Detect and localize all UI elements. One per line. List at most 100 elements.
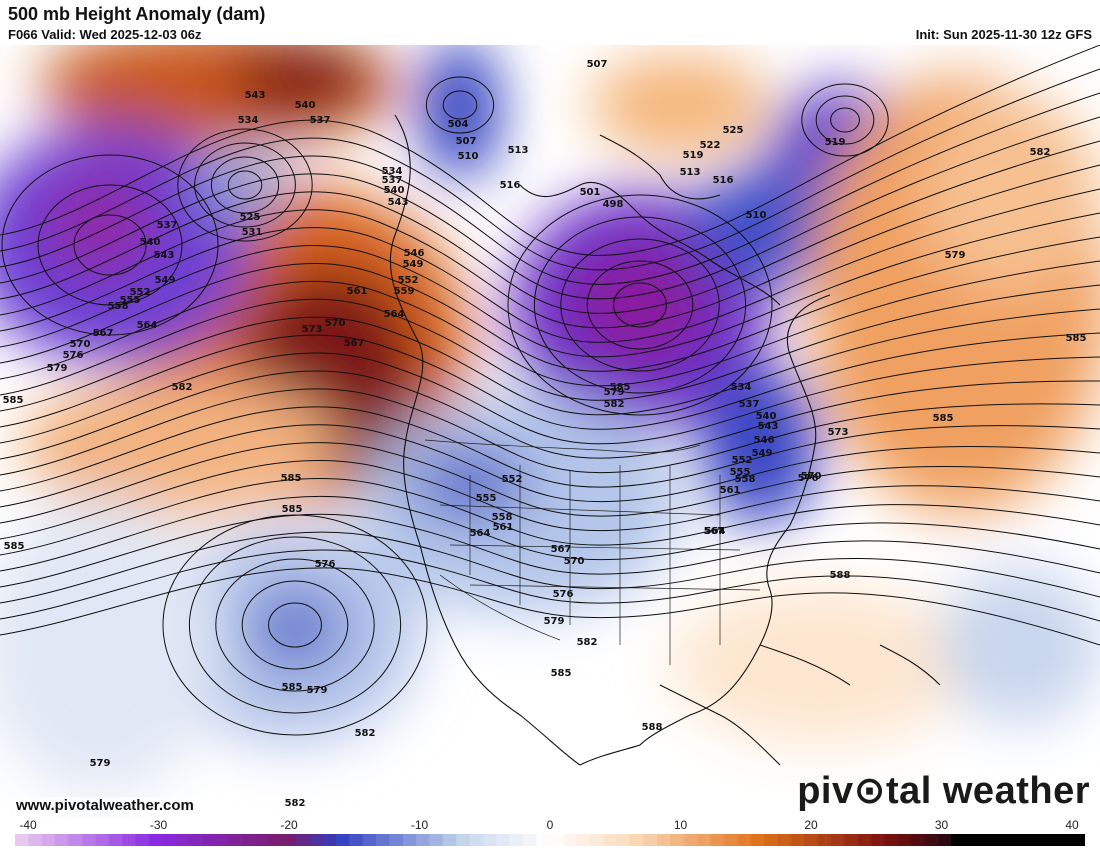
contour-label: 579 [604,387,625,398]
colorbar-swatch [309,834,324,846]
colorbar-swatch [536,834,551,846]
colorbar-swatch [897,834,912,846]
height-contours [0,45,1100,736]
colorbar-swatch [295,834,310,846]
contour-label: 534 [731,382,752,393]
colorbar-tick-label: 20 [804,818,818,832]
colorbar-swatch [509,834,524,846]
colorbar-swatch [884,834,899,846]
contour-label: 582 [1030,147,1051,158]
colorbar-swatch [817,834,832,846]
contour-label: 558 [735,474,756,485]
contour-label: 585 [610,382,631,393]
contour-label: 585 [551,668,572,679]
colorbar-swatch [1058,834,1073,846]
contour-label: 559 [394,286,415,297]
contour-label: 540 [384,185,405,196]
contour-label: 564 [384,309,405,320]
contour-label: 534 [238,115,259,126]
colorbar-swatch [188,834,203,846]
colorbar-swatch [55,834,69,846]
colorbar-swatch [122,834,136,846]
contour-label: 588 [642,722,663,733]
contour-label: 531 [242,227,263,238]
contour-label: 585 [281,473,302,484]
contour-label: 546 [754,435,775,446]
contour-closed-low [162,514,428,736]
contour-label: 573 [828,427,849,438]
contour-line [0,188,1100,343]
colorbar-swatch [135,834,150,846]
colorbar-swatch [576,834,591,846]
colorbar-swatch [496,834,511,846]
contour-closed-low [37,184,183,306]
contour-closed-low [215,558,375,692]
contour-label: 552 [130,287,151,298]
contour-closed-low [1,154,219,336]
contour-label: 570 [564,556,585,567]
contour-label: 585 [4,541,25,552]
contour-label: 516 [713,175,734,186]
colorbar-swatch [483,834,497,846]
colorbar-swatch [830,834,845,846]
contour-label: 507 [587,59,608,70]
contour-line [0,549,1100,622]
contour-line [0,370,1100,460]
contour-label: 510 [746,210,767,221]
contour-label: 552 [398,275,419,286]
colorbar-tick-label: 10 [673,818,688,832]
contour-label: 543 [388,197,409,208]
colorbar-swatch [255,834,270,846]
contour-line [0,388,1100,476]
colorbar-tick-label: -40 [19,818,37,832]
map-title: 500 mb Height Anomaly (dam) [8,4,266,24]
contour-label: 576 [553,589,574,600]
contour-label: 585 [1066,333,1087,344]
colorbar-swatch [429,834,444,846]
contour-label: 537 [739,399,760,410]
contour-closed-low [241,580,349,670]
contour-label: 519 [683,150,704,161]
contour-line [0,308,1100,416]
website-link[interactable]: www.pivotalweather.com [14,797,196,814]
colorbar-tick-label: -10 [410,818,429,832]
contour-label: 555 [476,493,497,504]
contour-label: 501 [580,187,601,198]
contour-label: 504 [448,119,469,130]
contour-label: 579 [544,616,565,627]
contour-line [0,68,1100,271]
contour-label: 549 [155,275,176,286]
colorbar [15,834,1085,846]
contour-label: 537 [310,115,331,126]
contour-closed-low [613,282,667,328]
colorbar-swatch [790,834,805,846]
colorbar-swatch [804,834,818,846]
contour-label: 498 [603,199,624,210]
contour-label: 582 [355,728,376,739]
colorbar-swatch [416,834,431,846]
contour-closed-low [210,156,280,214]
contour-label: 573 [302,324,323,335]
colorbar-swatch [229,834,243,846]
colorbar-swatch [41,834,56,846]
colorbar-swatch [202,834,217,846]
contour-label: 525 [723,125,744,136]
colorbar-swatch [563,834,578,846]
contour-closed-low [227,170,263,200]
contour-closed-low [188,536,402,714]
colorbar-swatch [937,834,952,846]
contour-label: 558 [108,301,129,312]
contour-label: 540 [756,411,777,422]
contour-closed-low [442,90,478,120]
colorbar-swatch [737,834,752,846]
colorbar-tick-label: 0 [546,818,554,832]
contour-label: 543 [245,90,266,101]
colorbar-swatch [750,834,765,846]
contour-line [0,284,1100,401]
brand-text-right: tal weather [885,770,1090,812]
contour-closed-low [425,76,495,134]
contour-line [0,406,1100,492]
contour-label: 555 [120,295,141,306]
colorbar-swatch [456,834,471,846]
contour-label: 513 [680,167,701,178]
